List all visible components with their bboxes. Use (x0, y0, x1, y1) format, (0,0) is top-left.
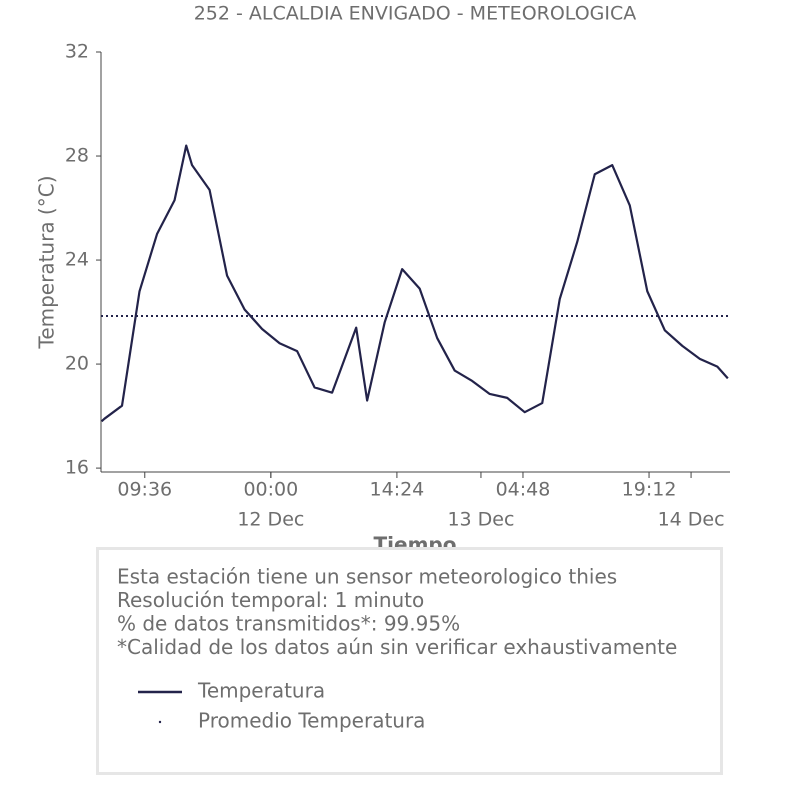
x-date-label: 12 Dec (237, 509, 304, 531)
x-tick-label: 00:00 (243, 479, 298, 501)
x-date-label: 14 Dec (658, 509, 725, 531)
info-text: *Calidad de los datos aún sin verificar … (117, 635, 677, 659)
x-tick-label: 04:48 (496, 479, 551, 501)
legend-dot-swatch (158, 720, 162, 724)
x-tick-label: 09:36 (117, 479, 172, 501)
y-tick-label: 28 (65, 145, 89, 167)
chart-title: 252 - ALCALDIA ENVIGADO - METEOROLOGICA (194, 3, 637, 25)
x-tick-label: 14:24 (370, 479, 425, 501)
info-text: % de datos transmitidos*: 99.95% (117, 612, 460, 636)
legend-label: Temperatura (197, 679, 325, 703)
y-tick-label: 20 (65, 353, 89, 375)
x-date-label: 13 Dec (447, 509, 514, 531)
temperature-line (101, 144, 729, 423)
legend-label: Promedio Temperatura (198, 709, 425, 733)
y-tick-label: 24 (65, 249, 89, 271)
y-axis-label: Temperatura (°C) (35, 175, 59, 349)
x-tick-label: 19:12 (622, 479, 677, 501)
info-box (96, 547, 723, 775)
y-tick-label: 16 (65, 457, 89, 479)
info-text: Resolución temporal: 1 minuto (117, 588, 424, 612)
info-text: Esta estación tiene un sensor meteorolog… (117, 565, 617, 589)
y-tick-label: 32 (65, 41, 89, 63)
